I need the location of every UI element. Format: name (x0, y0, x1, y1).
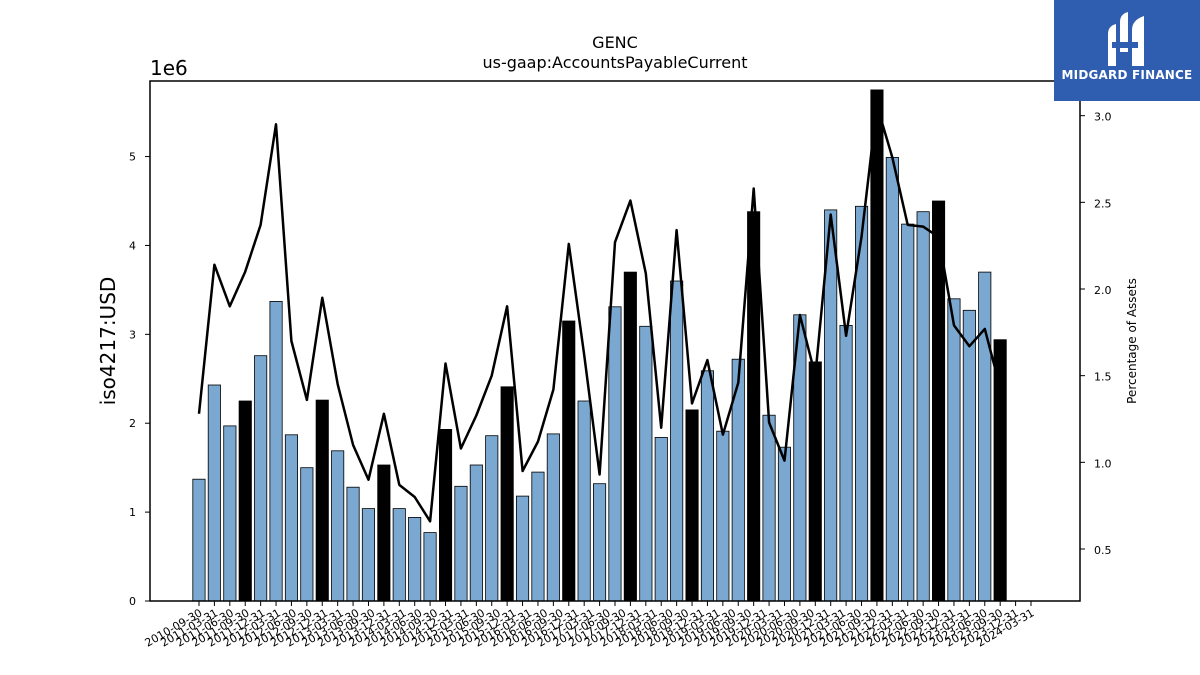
bar (284, 434, 298, 602)
bar (485, 435, 499, 602)
bar (269, 300, 283, 602)
bar (408, 517, 422, 602)
y-tick-label: 5 (129, 151, 136, 164)
bar (808, 361, 822, 602)
bar (700, 370, 714, 602)
bar (762, 414, 776, 602)
bar (562, 320, 576, 602)
bar (962, 309, 976, 602)
bar (685, 409, 699, 602)
line-series (197, 104, 1002, 523)
y-right-tick-label: 3.0 (1094, 111, 1112, 124)
bar (423, 532, 437, 602)
bar (438, 428, 453, 602)
bar (223, 425, 237, 602)
chart-subtitle: us-gaap:AccountsPayableCurrent (482, 53, 747, 72)
bar (608, 306, 622, 602)
y-right-tick-label: 1.0 (1094, 457, 1112, 470)
bar (377, 464, 391, 602)
y-tick-label: 0 (129, 595, 136, 608)
chart-title: GENC (592, 33, 638, 52)
y-axis-label-right: Percentage of Assets (1125, 278, 1139, 404)
bar (777, 446, 791, 602)
bar (947, 298, 961, 602)
bar (238, 400, 252, 602)
bar (670, 280, 684, 602)
bar (901, 223, 915, 602)
y-tick-label: 4 (129, 239, 136, 252)
bar (978, 271, 992, 602)
bar (500, 386, 514, 602)
y-tick-label: 1 (129, 506, 136, 519)
y-tick-label: 2 (129, 417, 136, 430)
bar (839, 324, 853, 602)
brand-logo: MIDGARD FINANCE (1054, 0, 1200, 101)
y-right-tick-label: 1.5 (1094, 371, 1112, 384)
y-offset-label: 1e6 (150, 56, 188, 80)
bar (315, 399, 329, 602)
bar (639, 325, 653, 602)
y-axis-label: iso4217:USD (96, 277, 120, 406)
bar (207, 384, 221, 602)
bar (469, 464, 483, 602)
brand-name: MIDGARD FINANCE (1061, 68, 1193, 82)
bar (331, 450, 345, 602)
bar (254, 355, 268, 602)
bar (454, 485, 468, 602)
bar (916, 211, 930, 602)
bar (346, 486, 360, 602)
bar (192, 478, 206, 602)
bar (716, 430, 730, 602)
bar (885, 156, 899, 602)
bar (654, 436, 668, 602)
bar (392, 508, 406, 602)
y-right-tick-label: 2.0 (1094, 284, 1112, 297)
y-right-tick-label: 2.5 (1094, 197, 1112, 210)
bar (546, 433, 560, 602)
y-right-tick-label: 0.5 (1094, 544, 1112, 557)
line-group (197, 104, 1002, 523)
bar (623, 271, 637, 602)
bar (516, 495, 530, 602)
bar (870, 89, 884, 602)
axes-group: 0123450.51.01.52.02.53.02010-09-302011-0… (129, 80, 1112, 650)
bar (993, 339, 1007, 602)
bar (361, 508, 375, 602)
brand-mark-icon (1108, 12, 1144, 66)
y-tick-label: 3 (129, 328, 136, 341)
bar (300, 467, 314, 602)
bar (593, 483, 607, 602)
bar (577, 400, 591, 602)
bar (531, 471, 545, 602)
